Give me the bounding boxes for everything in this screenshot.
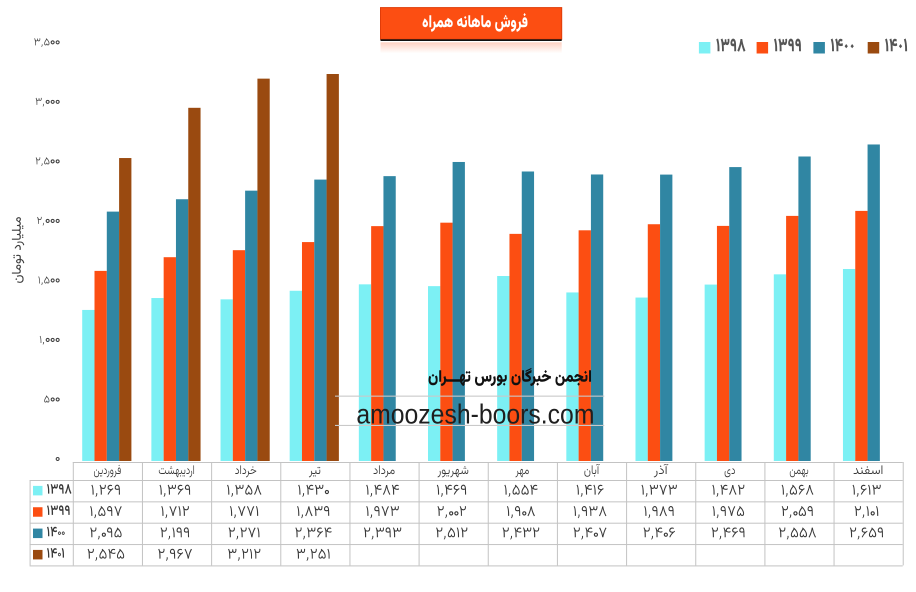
svg-text:amoozesh-boors.com: amoozesh-boors.com [356, 398, 594, 430]
